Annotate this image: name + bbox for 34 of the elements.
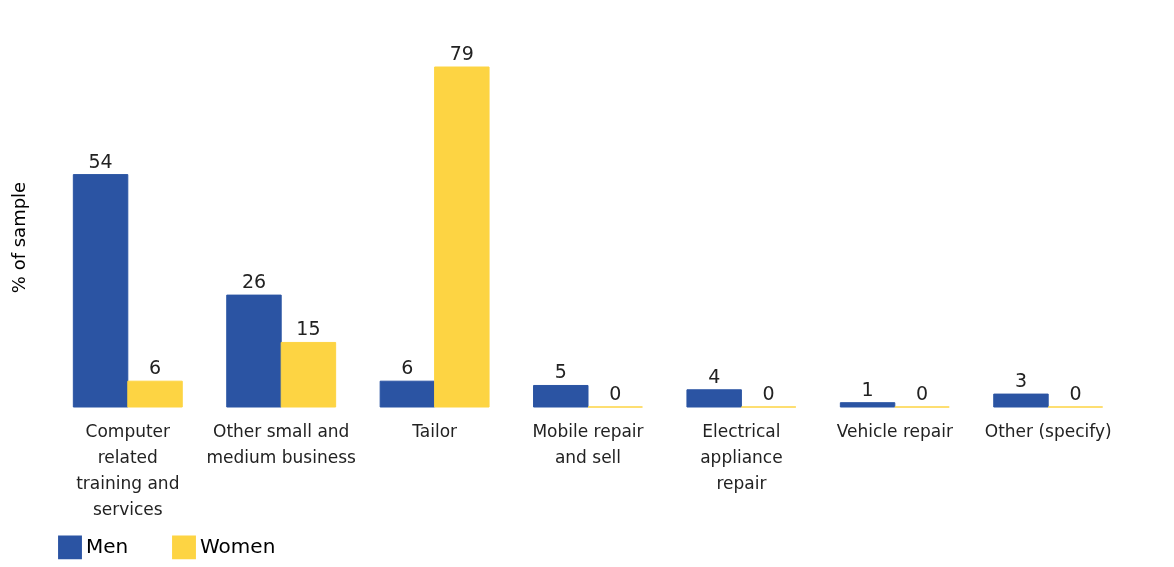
bar: [993, 393, 1049, 408]
bar: [434, 66, 490, 408]
data-label: 0: [1069, 382, 1082, 404]
data-label: 6: [148, 356, 162, 379]
data-label: 0: [915, 382, 929, 404]
data-label: 4: [708, 364, 721, 387]
data-label: 0: [762, 382, 775, 404]
data-label: 79: [449, 42, 474, 64]
x-tick-label: Tailor: [411, 420, 458, 441]
data-label: 5: [554, 360, 567, 383]
bar: [280, 341, 337, 408]
bar: [839, 402, 896, 408]
bar: [686, 389, 742, 408]
y-axis-title: % of sample: [7, 181, 29, 294]
x-tick-label: Computer related training and services: [76, 420, 180, 519]
legend-label: Men: [86, 534, 129, 559]
data-label: 0: [609, 382, 622, 404]
data-label: 1: [861, 377, 874, 400]
x-tick-label: Other (specify): [984, 420, 1112, 441]
bar: [533, 384, 589, 408]
x-tick-label: Electrical appliance repair: [700, 420, 783, 493]
x-tick-label: Mobile repair and sell: [532, 420, 644, 467]
data-label: 54: [88, 149, 113, 172]
legend-label: Women: [200, 534, 276, 559]
x-tick-label: Other small and medium business: [206, 420, 357, 467]
bar: [72, 174, 129, 408]
bar: [127, 380, 183, 408]
data-label: 15: [296, 317, 321, 340]
bar: [379, 380, 436, 408]
data-label: 26: [241, 270, 267, 293]
data-label: 6: [401, 356, 414, 379]
x-tick-label: Vehicle repair: [836, 420, 953, 441]
bar: [226, 294, 282, 408]
data-label: 3: [1014, 369, 1028, 392]
